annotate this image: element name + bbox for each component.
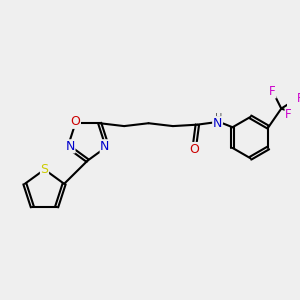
Text: N: N — [100, 140, 110, 153]
Text: N: N — [65, 140, 75, 153]
Text: O: O — [70, 115, 80, 128]
Text: F: F — [285, 108, 292, 122]
Text: O: O — [190, 142, 200, 156]
Text: H: H — [215, 113, 223, 123]
Text: S: S — [40, 163, 49, 176]
Text: N: N — [213, 117, 222, 130]
Text: F: F — [297, 92, 300, 105]
Text: F: F — [269, 85, 276, 98]
